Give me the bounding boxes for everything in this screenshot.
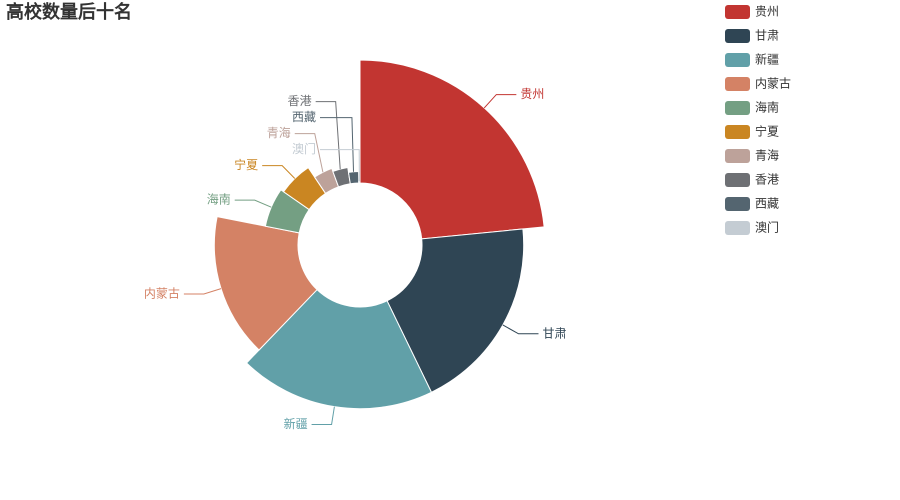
legend-label: 海南 bbox=[755, 100, 779, 115]
legend-label: 青海 bbox=[755, 148, 779, 163]
legend-label: 贵州 bbox=[755, 5, 779, 19]
legend-swatch bbox=[725, 29, 750, 43]
chart-title: 高校数量后十名 bbox=[6, 1, 132, 23]
legend-label: 内蒙古 bbox=[755, 76, 791, 91]
data-label: 青海 bbox=[267, 125, 291, 140]
legend-swatch bbox=[725, 221, 750, 235]
legend-swatch bbox=[725, 5, 750, 19]
data-label: 香港 bbox=[288, 94, 312, 108]
data-label: 新疆 bbox=[284, 416, 308, 431]
data-label: 西藏 bbox=[292, 110, 316, 124]
data-label: 贵州 bbox=[520, 87, 544, 101]
legend-swatch bbox=[725, 125, 750, 139]
label-line bbox=[502, 324, 539, 335]
label-line bbox=[320, 149, 360, 182]
label-line bbox=[320, 117, 355, 172]
label-line bbox=[315, 101, 341, 170]
label-line bbox=[183, 288, 222, 295]
data-label: 甘肃 bbox=[543, 326, 567, 340]
legend-swatch bbox=[725, 101, 750, 115]
legend-swatch bbox=[725, 53, 750, 67]
legend-label: 新疆 bbox=[755, 52, 779, 67]
rose-sector bbox=[213, 215, 318, 351]
rose-sector bbox=[386, 228, 525, 393]
label-line bbox=[311, 406, 335, 425]
legend-label: 澳门 bbox=[755, 220, 779, 235]
label-line bbox=[483, 94, 517, 109]
rose-sector bbox=[358, 180, 361, 184]
data-label: 海南 bbox=[207, 192, 231, 207]
legend-label: 西藏 bbox=[755, 197, 779, 211]
legend-swatch bbox=[725, 77, 750, 91]
data-label: 内蒙古 bbox=[144, 286, 180, 301]
legend-label: 甘肃 bbox=[755, 29, 779, 43]
data-label: 宁夏 bbox=[234, 157, 258, 172]
label-line bbox=[294, 133, 324, 173]
legend-swatch bbox=[725, 197, 750, 211]
rose-sector bbox=[359, 59, 545, 240]
legend-swatch bbox=[725, 149, 750, 163]
legend-label: 香港 bbox=[755, 173, 779, 187]
rose-sector bbox=[347, 171, 360, 185]
legend-label: 宁夏 bbox=[755, 124, 779, 139]
label-line bbox=[234, 199, 272, 208]
data-label: 澳门 bbox=[292, 141, 316, 156]
legend-swatch bbox=[725, 173, 750, 187]
rose-sector bbox=[245, 288, 433, 410]
label-line bbox=[262, 165, 296, 179]
